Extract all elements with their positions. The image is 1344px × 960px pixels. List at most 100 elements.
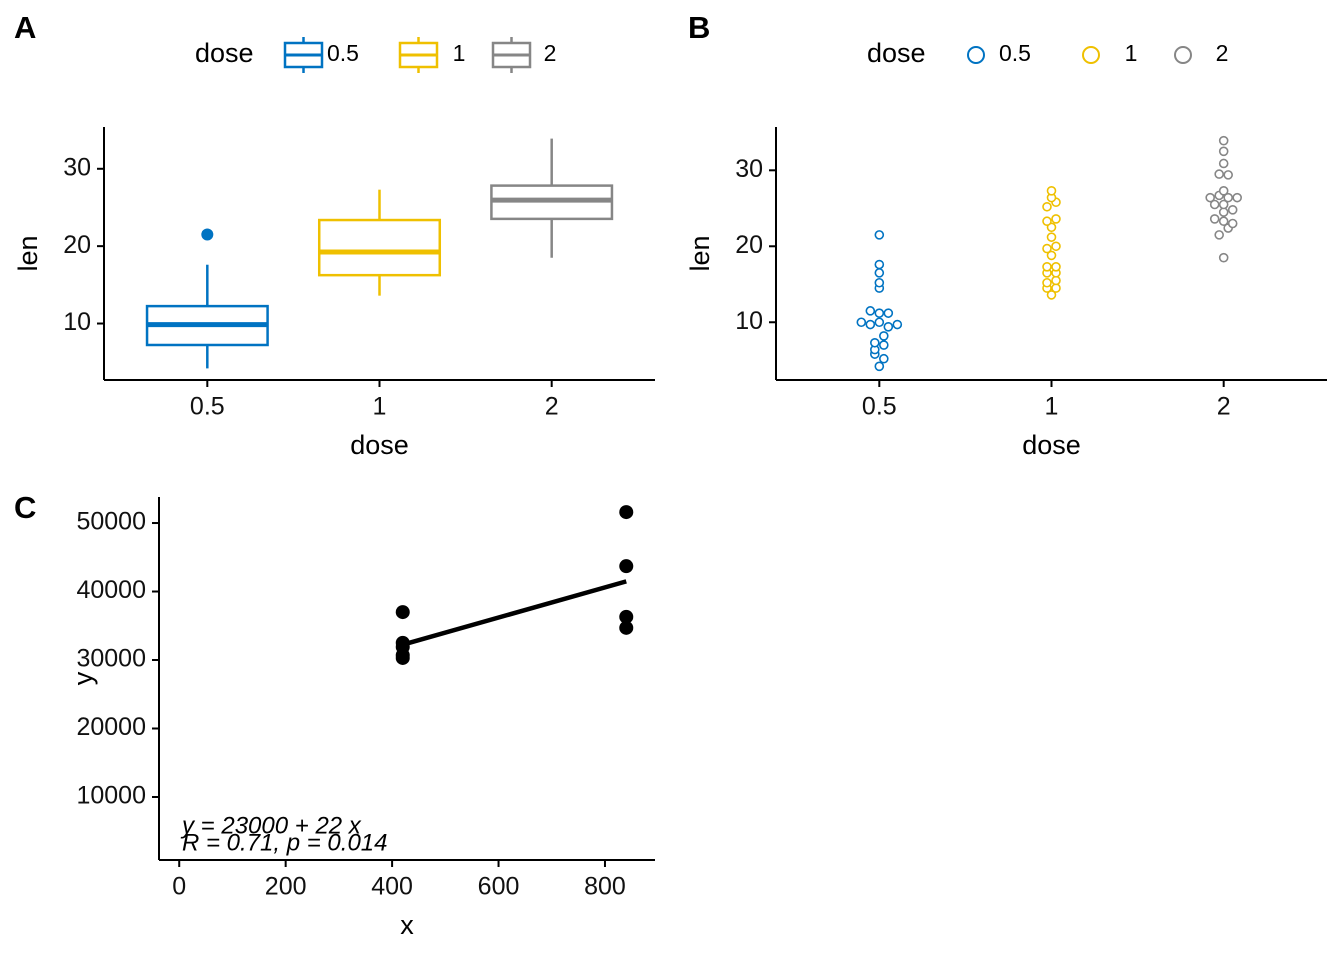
dot <box>865 306 876 316</box>
outlier <box>201 228 214 241</box>
x-tick-label: 0.5 <box>862 393 897 421</box>
dot <box>1042 201 1052 212</box>
dot <box>874 317 885 328</box>
point <box>619 620 634 635</box>
dot <box>1046 186 1057 196</box>
dot <box>1046 290 1057 300</box>
dot <box>1042 261 1052 272</box>
legend-title: dose <box>195 38 254 68</box>
x-axis-title: dose <box>350 430 409 460</box>
y-tick-label: 20000 <box>76 713 146 741</box>
y-axis-title: len <box>685 235 715 271</box>
x-tick-label: 2 <box>545 393 559 421</box>
legend-label: 2 <box>1216 40 1229 66</box>
dot <box>892 319 903 330</box>
dot <box>879 353 889 364</box>
dot <box>1218 252 1229 263</box>
dot <box>1209 199 1220 210</box>
dot <box>874 230 885 240</box>
dot <box>874 277 885 288</box>
point <box>619 609 634 624</box>
dot <box>1218 158 1229 169</box>
dot <box>1227 205 1238 215</box>
dot <box>1214 230 1224 240</box>
legend-label: 2 <box>544 40 557 66</box>
y-axis-title: len <box>13 235 43 271</box>
y-tick-label: 30 <box>735 155 763 183</box>
dot <box>1214 169 1224 179</box>
dot <box>879 331 889 341</box>
x-axis-title: dose <box>1022 430 1081 460</box>
x-tick-label: 1 <box>1045 393 1059 421</box>
dot <box>874 259 885 270</box>
dot <box>1042 216 1052 227</box>
panel-tag: B <box>688 10 710 45</box>
y-tick-label: 10 <box>735 307 763 335</box>
panel-tag: A <box>14 10 36 45</box>
legend-key <box>1174 46 1192 64</box>
y-tick-label: 20 <box>63 231 91 259</box>
x-tick-label: 2 <box>1217 393 1231 421</box>
dot <box>879 340 889 350</box>
dot <box>1218 186 1229 196</box>
dot <box>1227 218 1238 229</box>
y-tick-label: 30 <box>63 153 91 181</box>
y-tick-label: 40000 <box>76 576 146 604</box>
dot <box>1205 192 1215 203</box>
point <box>619 559 634 574</box>
legend-key <box>1082 46 1100 64</box>
annotation: y = 23000 + 22 x <box>180 812 362 839</box>
x-tick-label: 1 <box>373 393 387 421</box>
y-tick-label: 10 <box>63 308 91 336</box>
dot <box>1042 243 1052 254</box>
point <box>395 605 410 620</box>
dot <box>1223 170 1233 180</box>
dot <box>856 317 867 328</box>
x-tick-label: 0.5 <box>190 393 225 421</box>
dot <box>1046 250 1057 261</box>
dot <box>1209 214 1220 224</box>
x-tick-label: 800 <box>584 873 626 901</box>
dot <box>883 322 894 332</box>
legend-label: 1 <box>453 40 466 66</box>
dot <box>1223 192 1233 203</box>
y-tick-label: 50000 <box>76 508 146 536</box>
dot <box>865 319 876 330</box>
dot <box>883 308 894 318</box>
x-axis-title: x <box>400 910 414 940</box>
box <box>317 218 442 277</box>
y-tick-label: 30000 <box>76 645 146 673</box>
dot <box>874 268 885 278</box>
dot <box>874 361 885 372</box>
dot <box>1051 261 1061 272</box>
legend-label: 0.5 <box>999 40 1031 66</box>
dot <box>1051 241 1061 252</box>
dot <box>1046 232 1057 242</box>
legend-label: 1 <box>1125 40 1138 66</box>
dot <box>874 308 885 318</box>
point <box>619 505 634 520</box>
dot <box>1218 135 1229 146</box>
x-tick-label: 400 <box>371 873 413 901</box>
x-tick-label: 0 <box>172 873 186 901</box>
y-tick-label: 20 <box>735 231 763 259</box>
dot <box>1218 216 1229 227</box>
annotation: R = 0.71, p = 0.014 <box>182 829 388 856</box>
x-tick-label: 600 <box>478 873 520 901</box>
panel-tag: C <box>14 490 36 525</box>
legend-key <box>967 46 985 64</box>
legend-title: dose <box>867 38 926 68</box>
dot <box>1218 199 1229 210</box>
dot <box>1051 214 1061 224</box>
dot <box>1218 146 1229 157</box>
x-tick-label: 200 <box>265 873 307 901</box>
dot <box>1232 192 1242 203</box>
legend-label: 0.5 <box>327 40 359 66</box>
point <box>395 650 410 665</box>
y-axis-title: y <box>68 671 98 685</box>
fit-line <box>402 579 627 647</box>
dot <box>870 337 880 348</box>
dot <box>1042 277 1052 288</box>
y-tick-label: 10000 <box>76 782 146 810</box>
